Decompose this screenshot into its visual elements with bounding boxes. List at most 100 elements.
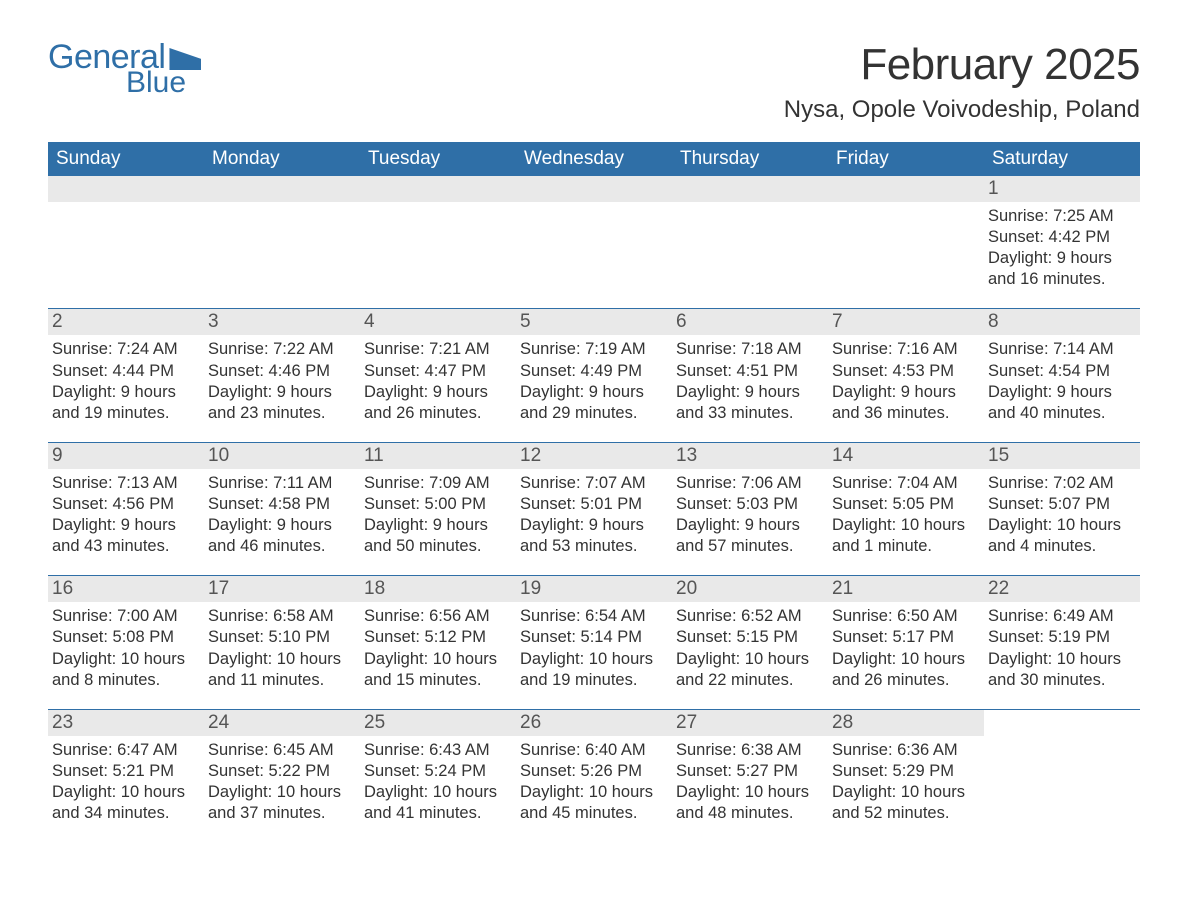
sunrise-text: Sunrise: 7:11 AM: [208, 473, 354, 494]
sunrise-text: Sunrise: 7:13 AM: [52, 473, 198, 494]
day-cell: 3Sunrise: 7:22 AMSunset: 4:46 PMDaylight…: [204, 309, 360, 442]
logo: General Blue: [48, 40, 201, 98]
dl1-text: Daylight: 10 hours: [364, 649, 510, 670]
empty-day-header: [828, 176, 984, 202]
sunrise-text: Sunrise: 7:14 AM: [988, 339, 1134, 360]
day-cell: 21Sunrise: 6:50 AMSunset: 5:17 PMDayligh…: [828, 576, 984, 709]
day-cell: 16 Sunrise: 7:00 AMSunset: 5:08 PMDayligh…: [48, 576, 204, 709]
day-cell: 19Sunrise: 6:54 AMSunset: 5:14 PMDayligh…: [516, 576, 672, 709]
dl1-text: Daylight: 9 hours: [832, 382, 978, 403]
day-cell: 8Sunrise: 7:14 AMSunset: 4:54 PMDaylight…: [984, 309, 1140, 442]
day-details: Sunrise: 7:25 AMSunset: 4:42 PMDaylight:…: [988, 206, 1134, 290]
day-cell: 18Sunrise: 6:56 AMSunset: 5:12 PMDayligh…: [360, 576, 516, 709]
day-number: 24: [204, 710, 360, 736]
dl2-text: and 36 minutes.: [832, 403, 978, 424]
dl1-text: Daylight: 10 hours: [676, 782, 822, 803]
day-details: Sunrise: 6:52 AMSunset: 5:15 PMDaylight:…: [676, 606, 822, 690]
sunset-text: Sunset: 5:01 PM: [520, 494, 666, 515]
dl2-text: and 19 minutes.: [52, 403, 198, 424]
dl1-text: Daylight: 10 hours: [52, 649, 198, 670]
day-number: 18: [360, 576, 516, 602]
sunrise-text: Sunrise: 6:36 AM: [832, 740, 978, 761]
day-details: Sunrise: 6:40 AMSunset: 5:26 PMDaylight:…: [520, 740, 666, 824]
day-cell: 12Sunrise: 7:07 AMSunset: 5:01 PMDayligh…: [516, 442, 672, 575]
day-details: Sunrise: 6:54 AMSunset: 5:14 PMDaylight:…: [520, 606, 666, 690]
sunrise-text: Sunrise: 7:24 AM: [52, 339, 198, 360]
sunset-text: Sunset: 5:00 PM: [364, 494, 510, 515]
page-header: General Blue February 2025 Nysa, Opole V…: [48, 40, 1140, 124]
day-details: Sunrise: 7:18 AMSunset: 4:51 PMDaylight:…: [676, 339, 822, 423]
day-number: 12: [516, 443, 672, 469]
dl1-text: Daylight: 9 hours: [364, 382, 510, 403]
logo-text-blue: Blue: [126, 68, 201, 98]
day-details: Sunrise: 6:43 AMSunset: 5:24 PMDaylight:…: [364, 740, 510, 824]
dl1-text: Daylight: 9 hours: [988, 382, 1134, 403]
dl2-text: and 1 minute.: [832, 536, 978, 557]
day-number: 7: [828, 309, 984, 335]
week-row: 16Sunrise: 7:00 AMSunset: 5:08 PMDayligh…: [48, 576, 1140, 709]
sunset-text: Sunset: 5:14 PM: [520, 627, 666, 648]
sunset-text: Sunset: 5:17 PM: [832, 627, 978, 648]
day-number: 1: [984, 176, 1140, 202]
dl2-text: and 53 minutes.: [520, 536, 666, 557]
col-sunday: Sunday: [48, 142, 204, 176]
day-cell: [204, 176, 360, 309]
dl2-text: and 37 minutes.: [208, 803, 354, 824]
sunset-text: Sunset: 4:44 PM: [52, 361, 198, 382]
day-cell: [984, 709, 1140, 842]
day-cell: [360, 176, 516, 309]
sunrise-text: Sunrise: 6:50 AM: [832, 606, 978, 627]
day-details: Sunrise: 7:22 AMSunset: 4:46 PMDaylight:…: [208, 339, 354, 423]
sunset-text: Sunset: 5:26 PM: [520, 761, 666, 782]
month-title: February 2025: [784, 40, 1140, 90]
day-number: 9: [48, 443, 204, 469]
day-cell: 20Sunrise: 6:52 AMSunset: 5:15 PMDayligh…: [672, 576, 828, 709]
empty-day-header: [48, 176, 204, 202]
day-details: Sunrise: 6:50 AMSunset: 5:17 PMDaylight:…: [832, 606, 978, 690]
day-cell: [516, 176, 672, 309]
day-number: 27: [672, 710, 828, 736]
day-details: Sunrise: 7:09 AMSunset: 5:00 PMDaylight:…: [364, 473, 510, 557]
dl1-text: Daylight: 9 hours: [364, 515, 510, 536]
dl1-text: Daylight: 10 hours: [208, 649, 354, 670]
dl2-text: and 15 minutes.: [364, 670, 510, 691]
day-number: 10: [204, 443, 360, 469]
sunset-text: Sunset: 5:12 PM: [364, 627, 510, 648]
sunset-text: Sunset: 4:46 PM: [208, 361, 354, 382]
dl1-text: Daylight: 9 hours: [52, 382, 198, 403]
sunrise-text: Sunrise: 6:38 AM: [676, 740, 822, 761]
day-details: Sunrise: 7:24 AMSunset: 4:44 PMDaylight:…: [52, 339, 198, 423]
day-cell: 24Sunrise: 6:45 AMSunset: 5:22 PMDayligh…: [204, 709, 360, 842]
sunrise-text: Sunrise: 6:47 AM: [52, 740, 198, 761]
day-cell: 10Sunrise: 7:11 AMSunset: 4:58 PMDayligh…: [204, 442, 360, 575]
sunrise-text: Sunrise: 6:45 AM: [208, 740, 354, 761]
dl2-text: and 29 minutes.: [520, 403, 666, 424]
sunrise-text: Sunrise: 7:18 AM: [676, 339, 822, 360]
day-cell: 13Sunrise: 7:06 AMSunset: 5:03 PMDayligh…: [672, 442, 828, 575]
week-row: 2Sunrise: 7:24 AMSunset: 4:44 PMDaylight…: [48, 309, 1140, 442]
day-cell: 17Sunrise: 6:58 AMSunset: 5:10 PMDayligh…: [204, 576, 360, 709]
day-number: 16: [48, 576, 204, 602]
day-cell: 14Sunrise: 7:04 AMSunset: 5:05 PMDayligh…: [828, 442, 984, 575]
dl1-text: Daylight: 10 hours: [832, 515, 978, 536]
day-cell: 6Sunrise: 7:18 AMSunset: 4:51 PMDaylight…: [672, 309, 828, 442]
sunrise-text: Sunrise: 6:54 AM: [520, 606, 666, 627]
empty-day-header: [360, 176, 516, 202]
sunset-text: Sunset: 5:08 PM: [52, 627, 198, 648]
day-details: Sunrise: 7:13 AMSunset: 4:56 PMDaylight:…: [52, 473, 198, 557]
day-details: Sunrise: 7:21 AMSunset: 4:47 PMDaylight:…: [364, 339, 510, 423]
sunrise-text: Sunrise: 7:07 AM: [520, 473, 666, 494]
day-cell: 15Sunrise: 7:02 AMSunset: 5:07 PMDayligh…: [984, 442, 1140, 575]
dl2-text: and 45 minutes.: [520, 803, 666, 824]
sunset-text: Sunset: 5:19 PM: [988, 627, 1134, 648]
day-number: 11: [360, 443, 516, 469]
day-number: 2: [48, 309, 204, 335]
sunrise-text: Sunrise: 7:09 AM: [364, 473, 510, 494]
sunrise-text: Sunrise: 7:00 AM: [52, 606, 198, 627]
location-text: Nysa, Opole Voivodeship, Poland: [784, 96, 1140, 124]
dl1-text: Daylight: 10 hours: [988, 515, 1134, 536]
day-cell: 9 Sunrise: 7:13 AMSunset: 4:56 PMDaylight…: [48, 442, 204, 575]
day-details: Sunrise: 6:58 AMSunset: 5:10 PMDaylight:…: [208, 606, 354, 690]
day-details: Sunrise: 7:06 AMSunset: 5:03 PMDaylight:…: [676, 473, 822, 557]
sunrise-text: Sunrise: 7:06 AM: [676, 473, 822, 494]
